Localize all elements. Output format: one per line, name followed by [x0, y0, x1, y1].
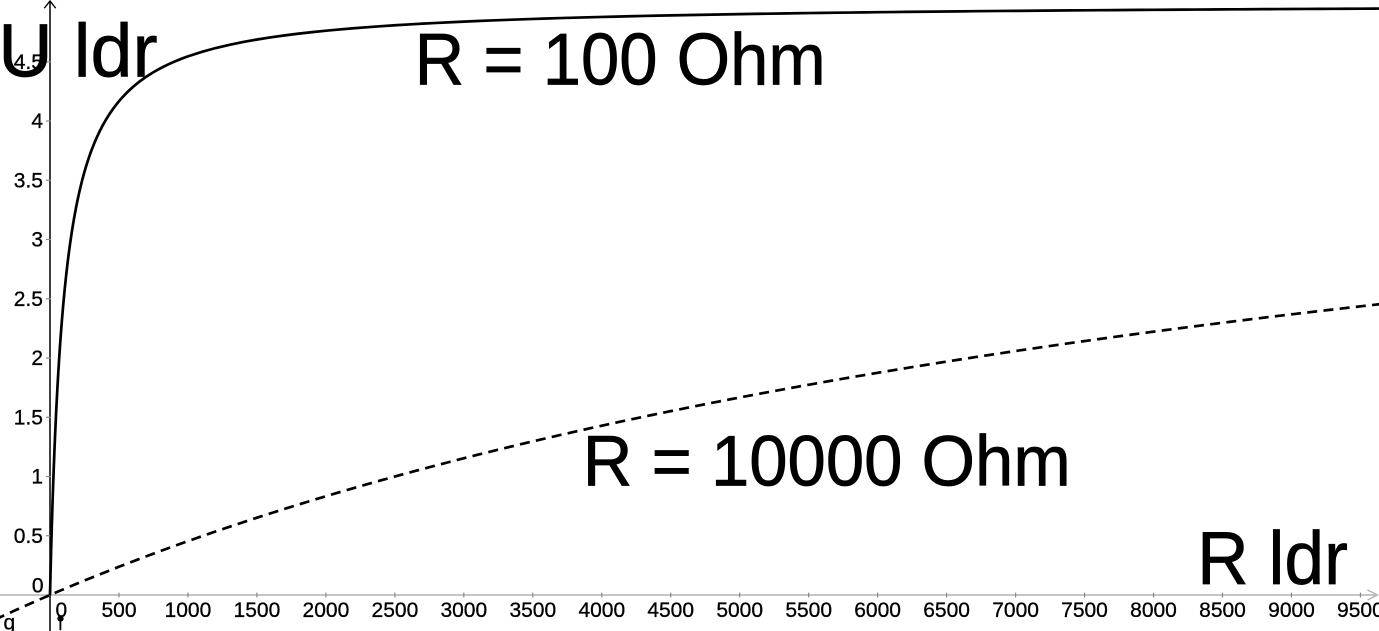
- svg-text:3500: 3500: [509, 599, 556, 622]
- svg-text:1000: 1000: [165, 599, 212, 622]
- svg-text:4.5: 4.5: [14, 51, 43, 74]
- svg-text:5500: 5500: [785, 599, 832, 622]
- svg-text:2500: 2500: [372, 599, 419, 622]
- svg-text:8000: 8000: [1130, 599, 1177, 622]
- svg-text:5000: 5000: [716, 599, 763, 622]
- svg-text:0.5: 0.5: [14, 525, 43, 548]
- svg-text:2.5: 2.5: [14, 288, 43, 311]
- svg-text:4500: 4500: [647, 599, 694, 622]
- svg-text:7000: 7000: [992, 599, 1039, 622]
- svg-text:0: 0: [32, 574, 44, 597]
- svg-text:500: 500: [101, 599, 136, 622]
- svg-text:R ldr: R ldr: [1197, 516, 1348, 600]
- svg-text:6000: 6000: [854, 599, 901, 622]
- svg-text:0: 0: [55, 599, 67, 622]
- svg-text:4: 4: [31, 110, 43, 133]
- svg-text:3: 3: [31, 229, 43, 252]
- svg-text:8500: 8500: [1199, 599, 1246, 622]
- svg-text:2: 2: [31, 347, 43, 370]
- svg-text:2000: 2000: [303, 599, 350, 622]
- svg-text:9000: 9000: [1268, 599, 1315, 622]
- svg-text:3.5: 3.5: [14, 169, 43, 192]
- svg-text:3000: 3000: [440, 599, 487, 622]
- svg-text:U ldr: U ldr: [0, 9, 158, 93]
- svg-text:q: q: [4, 612, 16, 631]
- svg-text:6500: 6500: [923, 599, 970, 622]
- svg-text:7500: 7500: [1061, 599, 1108, 622]
- svg-text:1.5: 1.5: [14, 406, 43, 429]
- svg-text:R = 100 Ohm: R = 100 Ohm: [415, 20, 826, 101]
- svg-text:4000: 4000: [578, 599, 625, 622]
- svg-text:9500: 9500: [1337, 599, 1379, 622]
- svg-text:R = 10000 Ohm: R = 10000 Ohm: [583, 423, 1071, 502]
- svg-text:1500: 1500: [234, 599, 281, 622]
- svg-text:1: 1: [31, 466, 43, 489]
